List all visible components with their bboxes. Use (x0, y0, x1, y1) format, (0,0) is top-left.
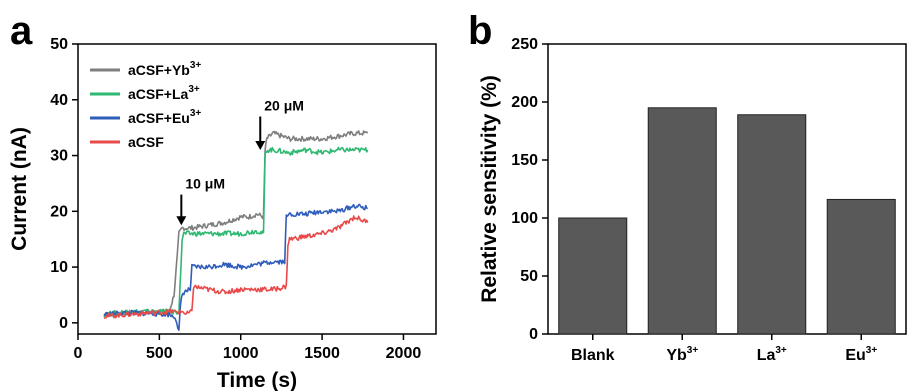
bar-3 (826, 198, 896, 335)
x-tick-label-a: 1500 (304, 345, 340, 362)
annotation-arrow-head-0 (176, 216, 187, 226)
x-tick-label-a: 2000 (386, 345, 422, 362)
bar-2 (737, 114, 807, 335)
bars-group-b (558, 107, 896, 335)
annotation-arrow-head-1 (255, 140, 266, 150)
bar-0 (558, 217, 628, 335)
y-tick-label-b: 200 (511, 94, 538, 111)
legend-label-superscript: 3+ (190, 60, 202, 71)
legend-label-text: aCSF+La (128, 86, 189, 102)
y-axis-title-a: Current (nA) (8, 127, 31, 251)
x-tick-label-b: Eu3+ (845, 345, 877, 364)
series-group-a (103, 130, 369, 331)
y-tick-label-b: 100 (511, 210, 538, 227)
panel-letter-b: b (468, 9, 492, 53)
y-tick-label-a: 40 (50, 92, 68, 109)
x-tick-label-b: La3+ (757, 345, 787, 364)
y-axis-title-b: Relative sensitivity (%) (478, 75, 501, 303)
legend-label-text: aCSF+Eu (128, 110, 190, 126)
y-tick-label-a: 10 (50, 259, 68, 276)
y-tick-label-b: 250 (511, 36, 538, 53)
x-tick-label-a: 0 (74, 345, 83, 362)
x-axis-title-a: Time (s) (217, 369, 297, 391)
annotations-a: 10 μM 20 μM (176, 98, 304, 226)
legend-label-text: aCSF+Yb (128, 62, 190, 78)
panel-letter-a: a (10, 9, 33, 53)
x-tick-label-b: Yb3+ (666, 345, 698, 364)
y-tick-label-b: 50 (520, 268, 538, 285)
bar-1 (647, 107, 717, 335)
legend-label-2: aCSF+Eu3+ (128, 108, 201, 126)
y-tick-label-a: 50 (50, 36, 68, 53)
category-label-superscript: 3+ (687, 345, 699, 356)
category-label-superscript: 3+ (775, 345, 787, 356)
category-label-text: Yb (666, 347, 687, 364)
y-tick-label-b: 150 (511, 152, 538, 169)
plot-frame-a (77, 43, 437, 335)
category-label-text: Eu (845, 347, 865, 364)
y-tick-label-b: 0 (529, 326, 538, 343)
y-tick-label-a: 30 (50, 148, 68, 165)
legend-label-superscript: 3+ (190, 108, 202, 119)
legend-label-superscript: 3+ (188, 84, 200, 95)
legend-label-text: aCSF (128, 134, 164, 150)
plot-frame-b (547, 43, 907, 335)
legend-label-3: aCSF (128, 134, 164, 150)
category-label-text: La (757, 347, 776, 364)
series-line-3 (103, 215, 369, 320)
x-tick-label-a: 1000 (223, 345, 259, 362)
y-tick-label-a: 0 (59, 315, 68, 332)
legend-a: aCSF+Yb3+aCSF+La3+aCSF+Eu3+aCSF (90, 60, 201, 150)
annotation-label-1: 20 μM (264, 98, 304, 114)
x-tick-label-b: Blank (571, 347, 615, 364)
legend-label-0: aCSF+Yb3+ (128, 60, 201, 78)
annotation-label-0: 10 μM (185, 176, 225, 192)
y-tick-label-a: 20 (50, 203, 68, 220)
legend-label-1: aCSF+La3+ (128, 84, 200, 102)
category-label-text: Blank (571, 347, 615, 364)
series-line-0 (103, 130, 369, 318)
ticks-group-a: 0 500 1000 1500 2000 0 10 20 30 40 50 (50, 36, 421, 362)
category-label-superscript: 3+ (866, 345, 878, 356)
x-tick-label-a: 500 (146, 345, 173, 362)
